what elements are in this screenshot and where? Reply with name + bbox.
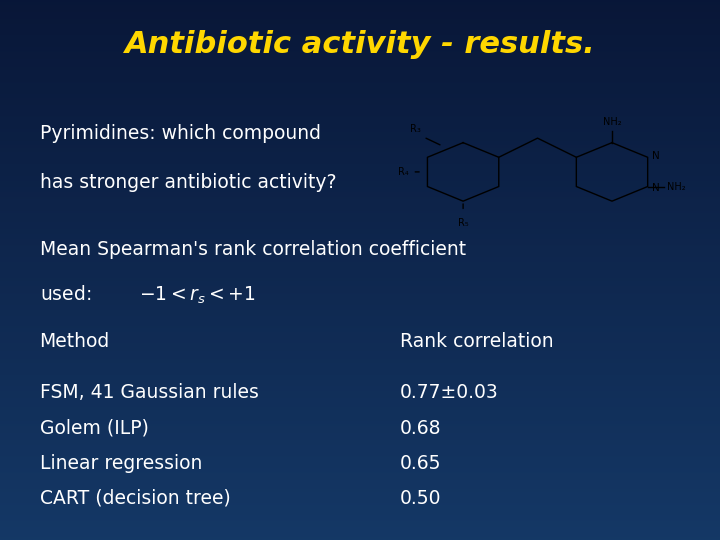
Text: 0.65: 0.65 (400, 454, 441, 472)
Text: 0.50: 0.50 (400, 489, 441, 508)
Text: has stronger antibiotic activity?: has stronger antibiotic activity? (40, 173, 336, 192)
Text: R₅: R₅ (458, 218, 469, 228)
Text: R₃: R₃ (410, 124, 421, 134)
Text: Golem (ILP): Golem (ILP) (40, 418, 148, 437)
Text: used:        $-1 < r_s < +1$: used: $-1 < r_s < +1$ (40, 284, 256, 306)
Text: 0.77±0.03: 0.77±0.03 (400, 383, 498, 402)
Text: 0.68: 0.68 (400, 418, 441, 437)
Text: R₄: R₄ (397, 167, 408, 177)
Text: FSM, 41 Gaussian rules: FSM, 41 Gaussian rules (40, 383, 258, 402)
Text: Rank correlation: Rank correlation (400, 332, 553, 351)
Text: Method: Method (40, 332, 110, 351)
Text: N: N (652, 183, 660, 193)
Text: N: N (652, 151, 660, 161)
Text: Pyrimidines: which compound: Pyrimidines: which compound (40, 124, 320, 143)
Text: Mean Spearman's rank correlation coefficient: Mean Spearman's rank correlation coeffic… (40, 240, 466, 259)
Text: NH₂: NH₂ (603, 117, 621, 127)
Text: NH₂: NH₂ (667, 181, 685, 192)
Text: Antibiotic activity - results.: Antibiotic activity - results. (125, 30, 595, 59)
Text: Linear regression: Linear regression (40, 454, 202, 472)
Text: CART (decision tree): CART (decision tree) (40, 489, 230, 508)
